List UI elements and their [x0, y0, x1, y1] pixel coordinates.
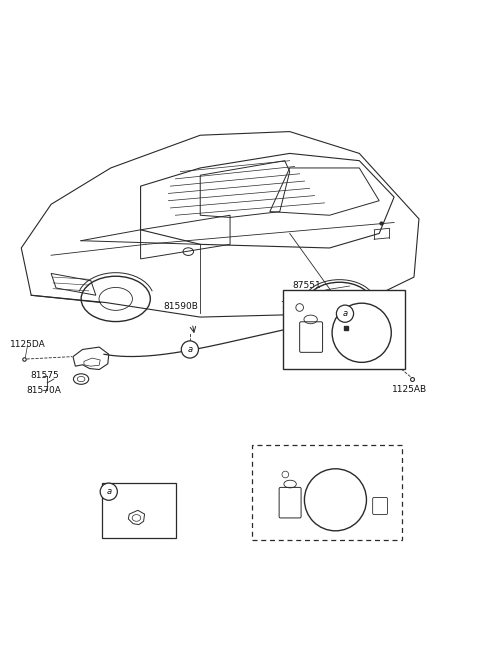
FancyBboxPatch shape — [252, 445, 402, 541]
Text: a: a — [106, 487, 111, 496]
Text: a: a — [187, 345, 192, 354]
Text: 1125DA: 1125DA — [10, 340, 46, 349]
Text: 1125AB: 1125AB — [392, 385, 427, 394]
Text: 79552: 79552 — [281, 300, 309, 310]
Text: (UNLOCK'G TYPE): (UNLOCK'G TYPE) — [259, 449, 344, 459]
Text: 81575: 81575 — [30, 371, 59, 380]
Text: 81199: 81199 — [118, 487, 149, 497]
Circle shape — [181, 341, 199, 358]
Text: 87551: 87551 — [271, 469, 300, 478]
Text: 81590D: 81590D — [345, 457, 381, 466]
Text: 69510: 69510 — [345, 350, 374, 359]
FancyBboxPatch shape — [283, 290, 405, 369]
Circle shape — [100, 483, 117, 501]
Text: 69510: 69510 — [295, 457, 324, 466]
Circle shape — [336, 305, 354, 322]
FancyBboxPatch shape — [102, 483, 176, 538]
Text: 81590B: 81590B — [164, 302, 199, 311]
Text: 81570A: 81570A — [26, 386, 61, 394]
Text: a: a — [342, 309, 348, 318]
Text: 87551: 87551 — [292, 281, 321, 289]
